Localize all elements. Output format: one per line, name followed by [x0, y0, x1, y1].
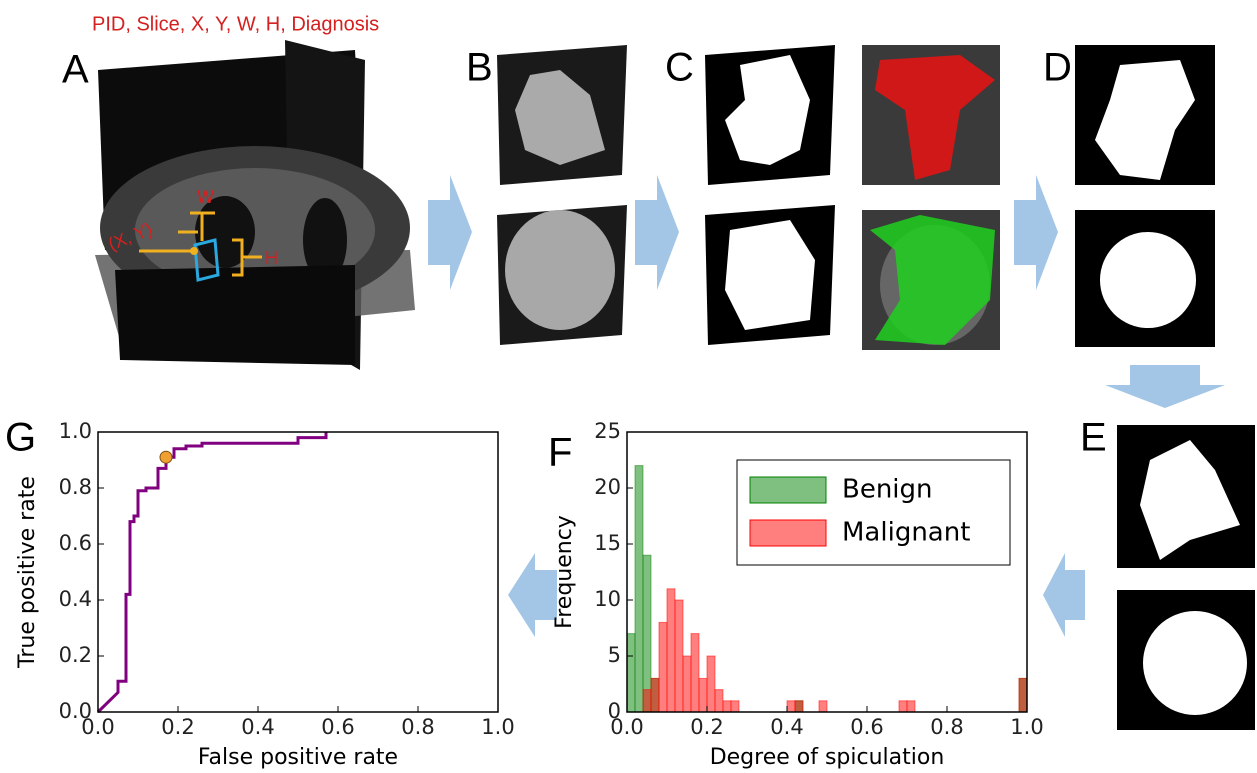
x-tick-label: 1.0 — [1010, 715, 1043, 739]
y-tick-label: 20 — [594, 475, 621, 499]
hist-bar — [682, 655, 692, 713]
legend-label: Malignant — [842, 518, 970, 548]
panel-label: E — [1080, 416, 1107, 460]
hist-bar — [722, 700, 732, 713]
x-tick-label: 0.2 — [690, 715, 723, 739]
hist-bar — [658, 621, 668, 713]
y-tick-label: 1.0 — [59, 419, 92, 443]
x-tick-label: 0.8 — [930, 715, 963, 739]
hist-bar — [714, 689, 724, 713]
plot-frame — [626, 431, 1028, 713]
y-tick-label: 0.4 — [59, 587, 92, 611]
hist-bar — [690, 633, 700, 713]
annotation-w: W — [197, 187, 214, 207]
x-tick-label: 0.4 — [770, 715, 803, 739]
hist-bar — [794, 700, 804, 713]
flow-arrows — [428, 175, 1225, 637]
hist-bar — [706, 655, 716, 713]
hist-bar — [698, 677, 708, 713]
legend-swatch — [749, 519, 827, 547]
legend-label: Benign — [842, 475, 933, 505]
operating-point — [159, 450, 173, 464]
hist-bar — [818, 700, 828, 713]
y-axis-title: Frequency — [552, 515, 577, 629]
x-tick-label: 0.0 — [610, 715, 643, 739]
x-tick-label: 0.0 — [81, 715, 114, 739]
legend-swatch — [749, 476, 827, 504]
plot-frame — [97, 431, 499, 713]
panel-label: C — [665, 46, 694, 90]
hist-bar — [906, 700, 916, 713]
hist-bar — [1018, 677, 1028, 713]
hist-bar — [786, 700, 796, 713]
x-tick-label: 0.6 — [321, 715, 354, 739]
y-axis-title: True positive rate — [15, 476, 40, 669]
panel-label: F — [548, 431, 572, 475]
roc-curve — [96, 432, 328, 714]
y-tick-label: 0.0 — [59, 699, 92, 723]
hist-bar — [674, 599, 684, 713]
x-axis-title: Degree of spiculation — [710, 745, 945, 770]
projection-binary — [1117, 425, 1255, 730]
header: PID, Slice, X, Y, W, H, Diagnosis — [92, 13, 379, 35]
y-tick-label: 0.8 — [59, 475, 92, 499]
hist-bar — [626, 633, 636, 713]
mesh-binary — [1075, 45, 1215, 347]
x-tick-label: 0.8 — [401, 715, 434, 739]
segmentation — [705, 45, 1000, 350]
y-tick-label: 0.6 — [59, 531, 92, 555]
panel-label: D — [1043, 46, 1072, 90]
y-tick-label: 0.2 — [59, 643, 92, 667]
x-tick-label: 0.2 — [161, 715, 194, 739]
hist-bar — [898, 700, 908, 713]
nodule-crop — [497, 45, 627, 345]
hist-bar — [650, 677, 660, 713]
hist-bar — [642, 554, 652, 713]
y-tick-label: 0 — [608, 699, 621, 723]
x-tick-label: 1.0 — [481, 715, 514, 739]
x-tick-label: 0.6 — [850, 715, 883, 739]
hist-bar — [634, 465, 644, 713]
y-tick-label: 25 — [594, 419, 621, 443]
annotation-h: H — [265, 248, 278, 268]
y-tick-label: 15 — [594, 531, 621, 555]
panel-label: G — [5, 416, 36, 460]
x-tick-label: 0.4 — [241, 715, 274, 739]
x-axis-title: False positive rate — [198, 745, 398, 770]
panel-label: A — [62, 48, 89, 92]
panel-label: B — [466, 46, 493, 90]
y-tick-label: 5 — [608, 643, 621, 667]
y-tick-label: 10 — [594, 587, 621, 611]
hist-bar — [730, 700, 740, 713]
ct-volume — [95, 40, 415, 370]
hist-bar — [666, 588, 676, 713]
hist-bar — [642, 689, 652, 713]
